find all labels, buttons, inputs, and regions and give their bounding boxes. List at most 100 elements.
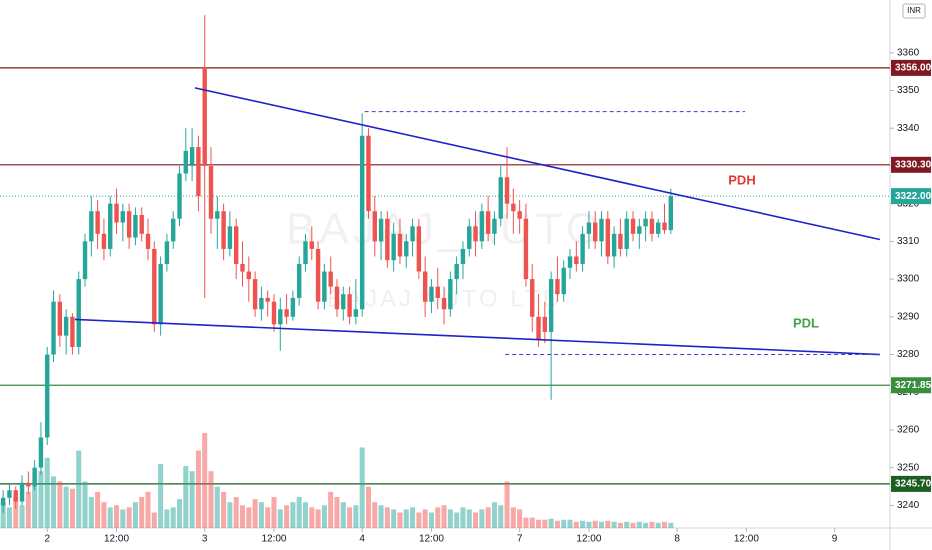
- currency[interactable]: INR: [907, 6, 921, 15]
- candle-body: [259, 297, 264, 310]
- volume-bar: [158, 463, 164, 528]
- price-tag: [891, 188, 931, 205]
- volume-bar: [473, 512, 479, 528]
- volume-bar: [233, 497, 239, 528]
- candle-body: [183, 150, 189, 174]
- candle-body: [196, 147, 201, 197]
- price-tag: [891, 475, 931, 492]
- volume-bar: [573, 521, 579, 528]
- volume-bar: [561, 519, 567, 528]
- candle-body: [542, 316, 548, 332]
- x-tick-label: 4: [359, 534, 365, 545]
- candle-body: [177, 173, 182, 219]
- candle-body: [26, 482, 31, 487]
- volume-bar: [353, 505, 359, 528]
- volume-bar: [51, 476, 57, 528]
- candle-body: [630, 218, 636, 234]
- volume-bar: [176, 499, 183, 528]
- volume-bar: [145, 491, 151, 528]
- candle-body: [63, 316, 69, 336]
- volume-bar: [126, 507, 132, 528]
- candle-body: [492, 218, 497, 234]
- volume-bar: [592, 520, 598, 528]
- candle-body: [567, 256, 573, 268]
- y-tick-label: 3340: [897, 123, 920, 134]
- volume-bar: [101, 502, 107, 528]
- volume-bar: [114, 505, 120, 528]
- candle-body: [517, 211, 522, 219]
- annotation: PDH: [728, 172, 755, 187]
- candle-body: [189, 147, 195, 166]
- candle-body: [202, 67, 207, 166]
- candle-body: [416, 226, 422, 272]
- candle-body: [511, 203, 516, 212]
- candle-body: [101, 233, 107, 249]
- candle-body: [158, 264, 163, 325]
- volume-bar: [365, 486, 371, 528]
- price-tag-label: 3271.85: [895, 380, 932, 391]
- candle-body: [454, 264, 459, 280]
- volume-bar: [57, 481, 63, 528]
- candle-body: [467, 226, 472, 249]
- candle-body: [290, 297, 296, 317]
- candle-body: [441, 297, 447, 310]
- volume-bar: [107, 507, 113, 528]
- candle-body: [366, 135, 371, 212]
- candle-body: [164, 241, 170, 264]
- volume-bar: [347, 507, 353, 528]
- volume-bar: [441, 505, 447, 528]
- candle-body: [246, 271, 252, 280]
- volume-bar: [265, 507, 271, 528]
- volume-bar: [384, 507, 390, 528]
- candle-body: [643, 218, 648, 227]
- x-tick-label: 7: [517, 534, 523, 545]
- candle-body: [561, 267, 566, 295]
- volume-bar: [630, 522, 636, 528]
- candle-body: [618, 233, 623, 249]
- candle-body: [271, 301, 277, 325]
- trendline: [74, 318, 880, 356]
- candle-body: [208, 165, 214, 219]
- volume-bar: [567, 519, 573, 528]
- volume-bar: [227, 502, 233, 528]
- candle-body: [605, 218, 611, 257]
- candle-body: [662, 222, 667, 231]
- volume-bar: [504, 481, 510, 528]
- volume-bar: [63, 486, 69, 528]
- x-tick-label: 3: [202, 534, 208, 545]
- y-tick-label: 3280: [897, 349, 920, 360]
- candle-body: [76, 279, 81, 347]
- candle-body: [479, 211, 485, 242]
- price-tag-label: 3356.00: [895, 63, 932, 74]
- volume-bar: [321, 505, 327, 528]
- volume-bar: [189, 471, 195, 528]
- candle-body: [303, 241, 308, 264]
- volume-bar: [328, 491, 334, 528]
- y-tick-label: 3300: [897, 274, 920, 285]
- volume-bar: [403, 509, 409, 528]
- candle-body: [139, 214, 144, 234]
- candle-body: [422, 271, 428, 302]
- currency-box[interactable]: [902, 3, 926, 19]
- candle-body: [7, 490, 12, 498]
- candle-body: [152, 248, 157, 325]
- x-tick-label: 9: [832, 534, 838, 545]
- volume-bar: [25, 491, 31, 528]
- candle-body: [599, 218, 604, 242]
- watermark-symbol: BAJAJ_AUTO: [286, 205, 604, 254]
- candle-body: [410, 226, 415, 242]
- volume-bar: [0, 502, 6, 528]
- candle-body: [133, 214, 138, 238]
- volume-bar: [120, 509, 126, 528]
- candle-body: [145, 233, 151, 249]
- candle-body: [498, 177, 503, 219]
- candle-body: [548, 279, 554, 332]
- y-tick-label: 3360: [897, 47, 920, 58]
- candle-body: [611, 233, 617, 257]
- y-tick-label: 3290: [897, 311, 920, 322]
- candle-body: [328, 271, 333, 287]
- y-tick-label: 3240: [897, 500, 920, 511]
- candle-body: [574, 256, 579, 264]
- volume-bar: [466, 509, 472, 528]
